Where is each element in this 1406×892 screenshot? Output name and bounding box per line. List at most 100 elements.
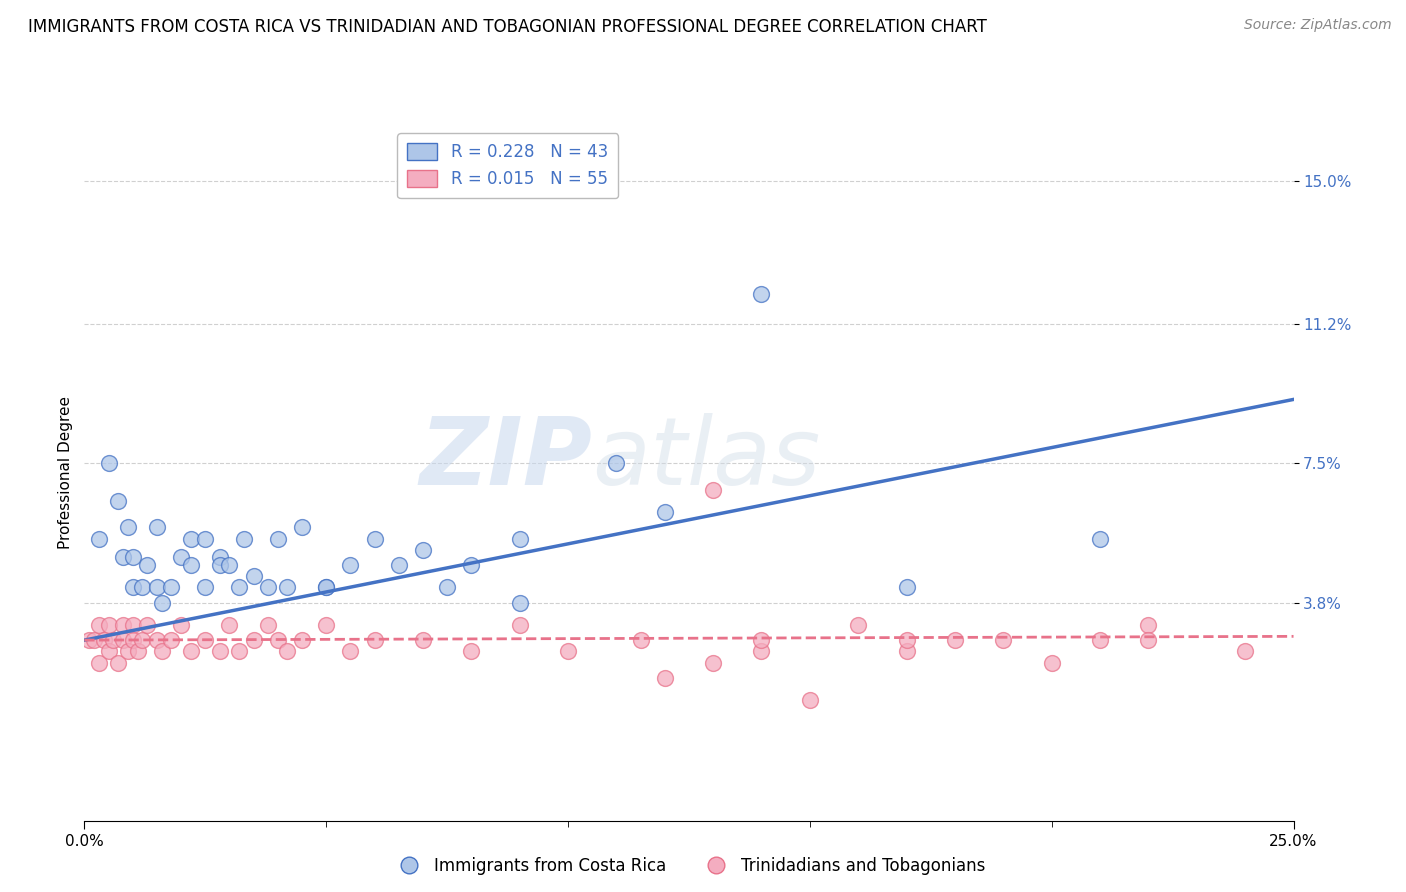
Text: IMMIGRANTS FROM COSTA RICA VS TRINIDADIAN AND TOBAGONIAN PROFESSIONAL DEGREE COR: IMMIGRANTS FROM COSTA RICA VS TRINIDADIA… — [28, 18, 987, 36]
Point — [276, 644, 298, 658]
Point — [127, 644, 149, 658]
Point — [146, 633, 169, 648]
Point — [702, 656, 724, 670]
Point — [1137, 618, 1160, 632]
Point — [121, 581, 143, 595]
Point — [208, 550, 231, 565]
Point — [136, 558, 159, 572]
Point — [208, 558, 231, 572]
Point — [170, 550, 193, 565]
Point — [121, 618, 143, 632]
Point — [267, 532, 290, 546]
Point — [194, 581, 217, 595]
Point — [291, 633, 314, 648]
Point — [702, 483, 724, 497]
Point — [605, 456, 627, 470]
Text: Source: ZipAtlas.com: Source: ZipAtlas.com — [1244, 18, 1392, 32]
Point — [87, 656, 110, 670]
Point — [630, 633, 652, 648]
Y-axis label: Professional Degree: Professional Degree — [58, 396, 73, 549]
Point — [943, 633, 966, 648]
Point — [242, 633, 264, 648]
Point — [291, 520, 314, 534]
Point — [103, 633, 125, 648]
Point — [993, 633, 1015, 648]
Point — [121, 633, 143, 648]
Point — [136, 618, 159, 632]
Point — [751, 633, 773, 648]
Point — [87, 532, 110, 546]
Point — [1234, 644, 1257, 658]
Point — [146, 581, 169, 595]
Point — [107, 494, 129, 508]
Point — [180, 644, 202, 658]
Point — [509, 532, 531, 546]
Point — [117, 644, 139, 658]
Point — [896, 644, 918, 658]
Point — [799, 693, 821, 707]
Point — [412, 633, 434, 648]
Point — [315, 581, 337, 595]
Point — [131, 581, 153, 595]
Point — [363, 532, 385, 546]
Point — [242, 569, 264, 583]
Point — [93, 633, 115, 648]
Point — [112, 633, 135, 648]
Point — [751, 287, 773, 301]
Point — [1040, 656, 1063, 670]
Point — [131, 633, 153, 648]
Point — [363, 633, 385, 648]
Point — [218, 618, 240, 632]
Point — [160, 581, 183, 595]
Point — [107, 656, 129, 670]
Point — [267, 633, 290, 648]
Point — [339, 644, 361, 658]
Point — [896, 633, 918, 648]
Point — [557, 644, 579, 658]
Text: ZIP: ZIP — [419, 413, 592, 505]
Point — [233, 532, 256, 546]
Point — [1137, 633, 1160, 648]
Point — [160, 633, 183, 648]
Point — [97, 644, 120, 658]
Point — [412, 542, 434, 557]
Point — [150, 595, 173, 609]
Point — [509, 595, 531, 609]
Point — [121, 550, 143, 565]
Point — [228, 644, 250, 658]
Point — [83, 633, 105, 648]
Point — [751, 644, 773, 658]
Point — [180, 532, 202, 546]
Point — [896, 581, 918, 595]
Point — [150, 644, 173, 658]
Point — [218, 558, 240, 572]
Point — [194, 532, 217, 546]
Point — [170, 618, 193, 632]
Point — [1088, 532, 1111, 546]
Point — [77, 633, 100, 648]
Point — [315, 618, 337, 632]
Point — [257, 581, 280, 595]
Point — [112, 618, 135, 632]
Point — [1088, 633, 1111, 648]
Point — [87, 618, 110, 632]
Point — [146, 520, 169, 534]
Point — [180, 558, 202, 572]
Point — [208, 644, 231, 658]
Point — [194, 633, 217, 648]
Point — [257, 618, 280, 632]
Point — [315, 581, 337, 595]
Point — [339, 558, 361, 572]
Point — [846, 618, 869, 632]
Point — [460, 558, 482, 572]
Point — [276, 581, 298, 595]
Point — [112, 550, 135, 565]
Text: atlas: atlas — [592, 413, 821, 504]
Point — [97, 456, 120, 470]
Point — [228, 581, 250, 595]
Point — [654, 505, 676, 519]
Point — [117, 520, 139, 534]
Point — [654, 671, 676, 685]
Point — [97, 618, 120, 632]
Legend: Immigrants from Costa Rica, Trinidadians and Tobagonians: Immigrants from Costa Rica, Trinidadians… — [385, 851, 993, 882]
